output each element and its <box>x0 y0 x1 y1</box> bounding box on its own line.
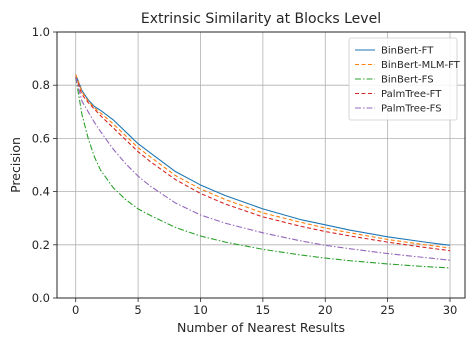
legend-label: BinBert-MLM-FT <box>381 60 461 71</box>
y-tick-label: 0.8 <box>32 78 50 92</box>
series-line-binbert-fs <box>75 77 451 269</box>
x-tick-label: 10 <box>193 303 208 317</box>
y-tick-label: 1.0 <box>32 25 50 39</box>
x-tick-label: 0 <box>72 303 79 317</box>
axis-ticks: 0 5 10 15 20 25 30 0.0 0.2 0.4 0.6 0.8 1.0 <box>32 25 458 317</box>
series-line-palmtree-ft <box>75 77 451 252</box>
series-line-palmtree-fs <box>75 77 451 261</box>
y-tick-label: 0.4 <box>32 185 50 199</box>
x-tick-label: 20 <box>318 303 333 317</box>
x-tick-label: 30 <box>443 303 458 317</box>
chart-title: Extrinsic Similarity at Blocks Level <box>141 11 381 27</box>
series-line-binbert-ft <box>75 74 451 246</box>
y-tick-label: 0.0 <box>32 291 50 305</box>
legend-box <box>348 37 458 121</box>
x-axis-label: Number of Nearest Results <box>177 320 345 335</box>
x-tick-label: 15 <box>256 303 271 317</box>
series-lines <box>75 74 451 269</box>
legend-label: PalmTree-FS <box>381 104 442 115</box>
y-axis-label: Precision <box>8 137 23 193</box>
y-tick-label: 0.2 <box>32 238 50 252</box>
legend-label: BinBert-FT <box>381 46 434 57</box>
legend: BinBert-FT BinBert-MLM-FT BinBert-FS PalmTr… <box>348 37 461 121</box>
legend-label: PalmTree-FT <box>381 89 442 100</box>
legend-label: BinBert-FS <box>381 75 434 86</box>
series-line-binbert-mlm-ft <box>75 74 451 249</box>
x-tick-label: 5 <box>134 303 141 317</box>
x-tick-label: 25 <box>380 303 395 317</box>
y-tick-label: 0.6 <box>32 131 50 145</box>
plot-frame <box>56 31 466 299</box>
